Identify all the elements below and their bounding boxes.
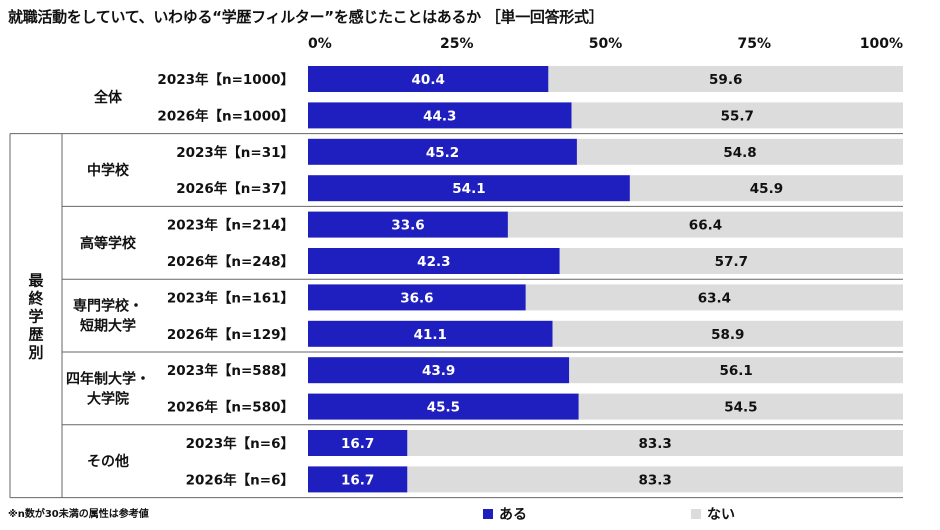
bar-yes — [308, 284, 526, 311]
bar-no — [569, 357, 903, 384]
row-label: 2023年【n=588】 — [167, 362, 294, 379]
group-label: 全体 — [93, 89, 123, 106]
bar-no — [552, 320, 903, 347]
row-label: 2026年【n=129】 — [167, 326, 294, 343]
x-tick-label: 25% — [440, 36, 474, 52]
x-tick-label: 0% — [308, 36, 332, 52]
group-label: 高等学校 — [80, 235, 137, 252]
row-label: 2023年【n=161】 — [167, 289, 294, 306]
data-label-yes: 45.2 — [426, 145, 459, 161]
row-label: 2026年【n=1000】 — [157, 107, 294, 124]
bar-no — [525, 284, 903, 311]
data-label-no: 63.4 — [698, 290, 731, 306]
bar-yes — [308, 466, 408, 493]
bar-yes — [308, 430, 408, 456]
bar-no — [407, 466, 903, 493]
data-label-yes: 16.7 — [341, 472, 374, 488]
data-label-yes: 45.5 — [427, 400, 460, 416]
bar-no — [576, 138, 903, 165]
row-label: 2023年【n=1000】 — [157, 71, 294, 88]
data-label-no: 45.9 — [750, 181, 783, 197]
data-label-yes: 42.3 — [417, 254, 450, 270]
row-label: 2023年【n=31】 — [176, 144, 294, 161]
legend-item-no: ない — [691, 504, 735, 524]
bar-yes — [308, 211, 508, 238]
bar-yes — [308, 138, 577, 165]
bar-no — [578, 393, 903, 420]
legend-swatch-yes — [483, 509, 493, 519]
data-label-no: 56.1 — [719, 363, 752, 379]
legend-label-yes: ある — [499, 507, 527, 523]
data-label-yes: 44.3 — [423, 108, 456, 124]
bar-no — [559, 248, 903, 274]
row-label: 2026年【n=6】 — [186, 471, 294, 488]
legend-label-no: ない — [707, 507, 735, 523]
chart-title: 就職活動をしていて、いわゆる“学歴フィルター”を感じたことはあるか ［単一回答形… — [8, 8, 604, 26]
bar-yes — [308, 66, 549, 92]
bar-no — [629, 175, 903, 202]
row-label: 2023年【n=214】 — [167, 217, 294, 234]
row-label: 2023年【n=6】 — [186, 435, 294, 452]
legend-swatch-no — [691, 509, 701, 519]
bar-yes — [308, 393, 579, 420]
bar-no — [548, 66, 903, 92]
bar-yes — [308, 175, 630, 202]
bar-yes — [308, 320, 553, 347]
data-label-no: 55.7 — [721, 108, 754, 124]
x-tick-label: 100% — [860, 36, 903, 52]
data-label-no: 57.7 — [715, 254, 748, 270]
data-label-yes: 16.7 — [341, 436, 374, 452]
data-label-no: 66.4 — [689, 218, 722, 234]
row-label: 2026年【n=580】 — [167, 399, 294, 416]
bar-yes — [308, 102, 572, 129]
group-title-char: 学 — [28, 308, 43, 326]
row-label: 2026年【n=37】 — [176, 180, 294, 197]
data-label-yes: 36.6 — [400, 290, 433, 306]
data-label-no: 54.8 — [723, 145, 756, 161]
footnote: ※n数が30未満の属性は参考値 — [8, 509, 149, 520]
x-tick-label: 50% — [589, 36, 623, 52]
bar-no — [571, 102, 903, 129]
row-label: 2026年【n=248】 — [167, 253, 294, 270]
data-label-yes: 40.4 — [412, 72, 445, 88]
data-label-yes: 54.1 — [452, 181, 485, 197]
data-label-no: 59.6 — [709, 72, 742, 88]
data-label-yes: 33.6 — [391, 218, 424, 234]
data-label-no: 83.3 — [639, 436, 672, 452]
data-label-no: 83.3 — [639, 472, 672, 488]
data-label-yes: 41.1 — [414, 327, 447, 343]
legend-item-yes: ある — [483, 504, 527, 524]
bar-yes — [308, 357, 570, 384]
group-label: その他 — [87, 453, 129, 470]
group-title-char: 別 — [27, 344, 43, 362]
bar-no — [507, 211, 903, 238]
data-label-no: 58.9 — [711, 327, 744, 343]
group-label: 四年制大学・ — [66, 370, 150, 387]
group-label: 専門学校・ — [73, 298, 143, 315]
group-label: 中学校 — [87, 162, 130, 179]
bar-no — [407, 430, 903, 456]
group-title-char: 歴 — [28, 326, 43, 344]
data-label-no: 54.5 — [724, 400, 757, 416]
group-title-char: 最 — [28, 272, 44, 290]
group-label: 大学院 — [87, 390, 129, 407]
group-label: 短期大学 — [80, 318, 136, 335]
x-tick-label: 75% — [737, 36, 771, 52]
data-label-yes: 43.9 — [422, 363, 455, 379]
group-title-char: 終 — [28, 290, 44, 308]
bar-yes — [308, 248, 560, 274]
